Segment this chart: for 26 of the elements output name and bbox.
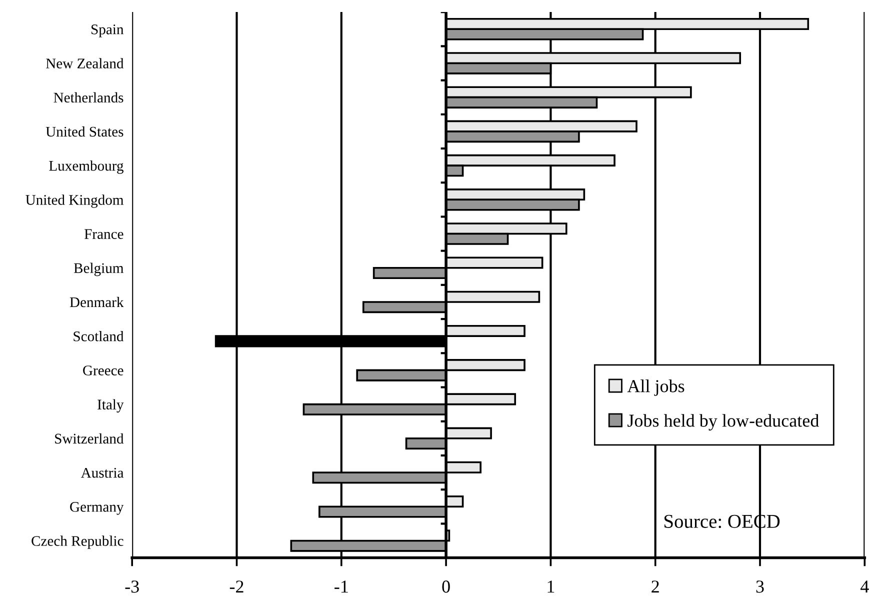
- y-tick-label: Germany: [70, 502, 124, 515]
- y-tick-label: United States: [46, 126, 124, 137]
- x-tick-label: 0: [442, 580, 450, 593]
- y-tick-label: Belgium: [74, 262, 124, 276]
- y-tick-label: United Kingdom: [26, 194, 124, 208]
- y-tick-label: Austria: [80, 468, 124, 478]
- x-tick-label: 2: [652, 580, 659, 593]
- x-tick-label: -2: [230, 580, 244, 593]
- y-tick-label: Czech Republic: [32, 536, 124, 549]
- y-tick-label: Greece: [83, 366, 124, 376]
- y-tick-label: New Zealand: [46, 58, 124, 68]
- y-tick-label: Denmark: [70, 296, 124, 308]
- x-tick-label: 1: [548, 580, 554, 593]
- x-tick-label: 3: [756, 580, 764, 593]
- y-tick-label: Netherlands: [54, 92, 124, 103]
- x-tick-label: 4: [860, 580, 869, 593]
- y-tick-label: Italy: [98, 399, 124, 412]
- y-tick-label: France: [84, 229, 124, 239]
- legend-label: Jobs held by low-educated: [628, 414, 819, 431]
- y-tick-label: Switzerland: [55, 433, 124, 444]
- y-tick-label: Scotland: [74, 331, 124, 342]
- y-tick-label: Luxembourg: [49, 160, 124, 174]
- x-tick-label: -1: [334, 580, 348, 593]
- x-tick-label: -3: [125, 580, 139, 593]
- legend-label: All jobs: [627, 380, 684, 396]
- y-tick-label: Spain: [92, 24, 124, 38]
